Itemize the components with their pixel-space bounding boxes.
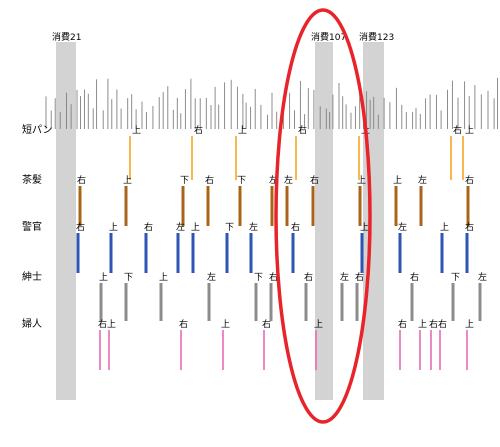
event-marker-label: 左 — [207, 271, 216, 283]
event-marker-label: 上 — [123, 175, 132, 186]
event-marker-label: 右 — [98, 318, 107, 330]
event-marker-label: 上 — [360, 222, 369, 233]
event-marker-label: 下 — [124, 273, 133, 283]
event-marker-label: 右 — [438, 318, 447, 330]
event-marker-label: 右 — [429, 318, 438, 330]
event-marker-label: 右 — [205, 174, 214, 186]
event-marker-label: 上 — [221, 319, 230, 330]
event-ticks — [45, 78, 498, 129]
event-marker-label: 左 — [249, 221, 258, 233]
event-marker-label: 右 — [262, 318, 271, 330]
event-marker-label: 左 — [340, 271, 349, 283]
band-label: 消費107 — [311, 31, 346, 43]
event-marker-label: 上 — [357, 175, 366, 186]
event-marker-label: 上 — [159, 272, 168, 283]
event-marker-label: 右 — [77, 174, 86, 186]
event-marker-label: 左 — [478, 271, 487, 283]
row-label: 警官 — [22, 220, 42, 233]
event-marker-label: 上 — [132, 125, 141, 136]
event-marker-label: 左 — [284, 174, 293, 186]
event-marker-label: 左 — [398, 221, 407, 233]
event-marker-label: 下 — [225, 223, 234, 233]
event-marker-label: 下 — [254, 273, 263, 283]
event-marker-label: 右 — [465, 221, 474, 233]
row-label: 短パン — [22, 123, 53, 136]
event-marker-label: 右 — [398, 318, 407, 330]
event-marker-label: 上 — [238, 125, 247, 136]
event-marker-label: 上 — [465, 125, 474, 136]
event-marker-label: 上 — [191, 222, 200, 233]
event-marker-label: 右 — [453, 124, 462, 136]
highlight-ellipse — [274, 8, 372, 424]
event-marker-label: 右 — [355, 271, 364, 283]
event-marker-label: 右 — [310, 174, 319, 186]
consumption-band — [56, 42, 76, 400]
event-marker-label: 右 — [76, 221, 85, 233]
event-marker-label: 上 — [465, 319, 474, 330]
event-marker-label: 右 — [291, 221, 300, 233]
row-label: 茶髪 — [22, 173, 42, 186]
row-markers: 上右上右上右上右上下右下左左右上上左右右上右左上下左右上左上右上下上左下右右左右… — [76, 124, 487, 370]
event-marker-label: 右 — [304, 271, 313, 283]
consumption-bands: 消費21 消費107 消費123 — [52, 31, 394, 400]
event-marker-label: 下 — [451, 273, 460, 283]
event-marker-label: 上 — [109, 222, 118, 233]
band-label: 消費21 — [52, 31, 81, 43]
band-label: 消費123 — [359, 31, 394, 43]
event-marker-label: 右 — [410, 271, 419, 283]
event-marker-label: 右 — [298, 124, 307, 136]
event-marker-label: 上 — [418, 319, 427, 330]
event-marker-label: 右 — [179, 318, 188, 330]
event-marker-label: 右 — [194, 124, 203, 136]
consumption-band — [363, 42, 384, 400]
event-marker-label: 上 — [440, 222, 449, 233]
consumption-band — [315, 42, 333, 400]
row-label: 婦人 — [22, 318, 42, 330]
event-marker-label: 下 — [237, 176, 246, 186]
event-marker-label: 左 — [418, 174, 427, 186]
event-marker-label: 上 — [107, 319, 116, 330]
event-marker-label: 上 — [99, 272, 108, 283]
event-marker-label: 上 — [393, 175, 402, 186]
event-marker-label: 右 — [144, 221, 153, 233]
event-marker-label: 右 — [465, 174, 474, 186]
event-marker-label: 左 — [269, 174, 278, 186]
event-marker-label: 右 — [269, 271, 278, 283]
event-marker-label: 上 — [314, 319, 323, 330]
row-label: 紳士 — [22, 270, 42, 283]
event-marker-label: 下 — [180, 176, 189, 186]
event-marker-label: 左 — [176, 221, 185, 233]
